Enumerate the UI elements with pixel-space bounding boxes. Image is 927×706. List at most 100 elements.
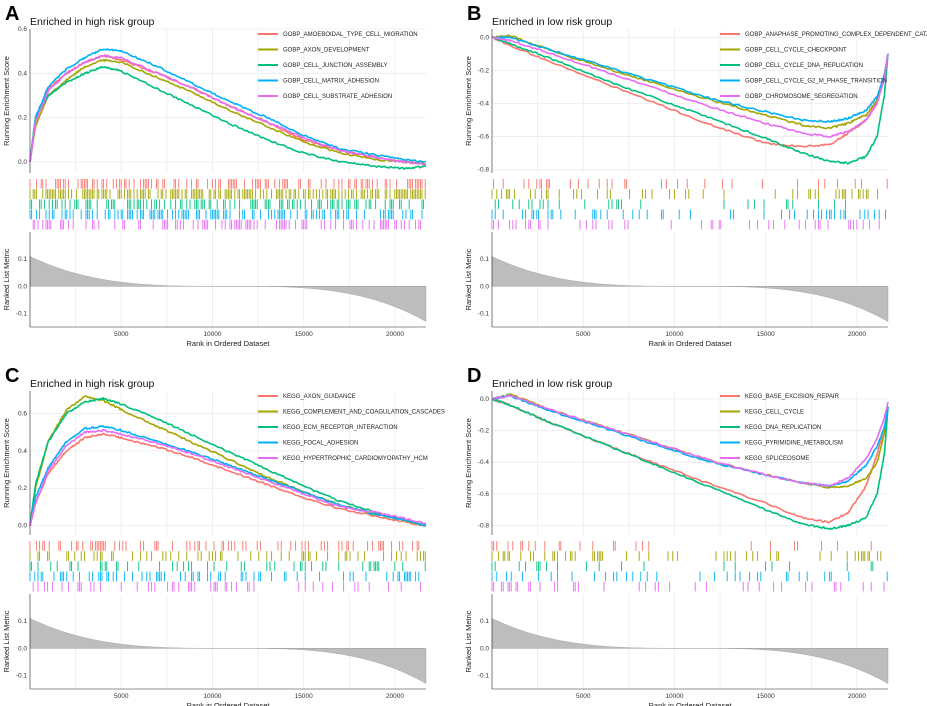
legend-label: KEGG_AXON_GUIDANCE: [283, 394, 356, 400]
enrichment-line-3: [29, 396, 427, 527]
x-tick-label: 10000: [665, 331, 683, 338]
enrichment-line-5: [491, 394, 889, 487]
gene-hit-band-1: [493, 179, 888, 189]
gene-hit-band-2: [491, 551, 882, 561]
panel-title: Enriched in low risk group: [492, 16, 612, 28]
gene-hit-band-1: [29, 541, 420, 551]
gene-hit-band-1: [491, 541, 872, 551]
enrichment-line-4: [29, 48, 427, 163]
gene-hit-band-2: [29, 551, 426, 561]
gene-hit-band-3: [29, 199, 425, 210]
legend-label: GOBP_CELL_JUNCTION_ASSEMBLY: [283, 63, 388, 69]
gene-hit-band-2: [29, 189, 426, 199]
metric-y-tick-label: 0.0: [480, 283, 489, 290]
y-axis-label: Running Enrichment Score: [464, 418, 473, 508]
legend-label: GOBP_AXON_DEVELOPMENT: [283, 48, 370, 54]
legend-label: KEGG_PYRIMIDINE_METABOLISM: [745, 441, 843, 447]
legend-label: GOBP_AMOEBOIDAL_TYPE_CELL_MIGRATION: [283, 32, 418, 38]
legend-label: GOBP_CELL_CYCLE_G2_M_PHASE_TRANSITION: [745, 79, 887, 85]
metric-y-axis-label: Ranked List Metric: [464, 248, 473, 310]
y-tick-label: -0.2: [478, 428, 490, 435]
gene-hit-band-4: [491, 209, 887, 220]
enrichment-line-5: [29, 428, 427, 527]
x-axis-label: Rank in Ordered Dataset: [187, 339, 271, 348]
x-tick-label: 20000: [848, 693, 866, 700]
panel-c: C Enriched in high risk group 0.0 0.2 0.4 0.6…: [2, 365, 445, 706]
legend-label: KEGG_BASE_EXCISION_REPAIR: [745, 394, 840, 400]
metric-y-axis-label: Ranked List Metric: [2, 248, 11, 310]
legend-label: GOBP_CELL_CYCLE_CHECKPOINT: [745, 48, 847, 54]
gene-hit-band-3: [494, 199, 847, 210]
enrichment-line-4: [491, 35, 889, 123]
metric-y-tick-label: 0.0: [18, 283, 27, 290]
gene-hit-band-1: [29, 179, 426, 189]
metric-y-tick-label: 0.1: [18, 618, 27, 625]
ranked-metric-area: [29, 256, 427, 322]
x-tick-label: 20000: [848, 331, 866, 338]
enrichment-line-3: [491, 36, 889, 165]
gene-hit-band-2: [491, 189, 879, 199]
ranked-metric-area: [29, 618, 427, 684]
x-tick-label: 10000: [203, 331, 221, 338]
gene-hit-band-5: [491, 581, 885, 592]
x-tick-label: 5000: [576, 331, 591, 338]
gene-hit-band-3: [491, 561, 874, 572]
x-tick-label: 10000: [203, 693, 221, 700]
y-tick-label: -0.4: [478, 459, 490, 466]
enrichment-line-3: [491, 398, 889, 530]
metric-y-tick-label: -0.1: [478, 310, 490, 317]
legend-label: GOBP_CELL_SUBSTRATE_ADHESION: [283, 94, 392, 100]
legend-label: KEGG_CELL_CYCLE: [745, 410, 804, 416]
y-tick-label: 0.0: [18, 523, 27, 530]
gene-hit-band-4: [29, 209, 423, 220]
metric-y-tick-label: -0.1: [16, 672, 28, 679]
y-tick-label: 0.6: [18, 26, 27, 33]
metric-y-tick-label: -0.1: [478, 672, 490, 679]
metric-y-tick-label: 0.0: [480, 645, 489, 652]
legend-label: GOBP_CELL_MATRIX_ADHESION: [283, 79, 379, 85]
x-tick-label: 5000: [114, 693, 129, 700]
x-tick-label: 15000: [295, 331, 313, 338]
panel-title: Enriched in high risk group: [30, 16, 154, 28]
metric-y-tick-label: 0.1: [18, 256, 27, 263]
enrichment-line-5: [491, 36, 889, 138]
y-tick-label: 0.0: [480, 396, 489, 403]
panel-label: D: [467, 365, 481, 387]
y-tick-label: -0.8: [478, 523, 490, 530]
gene-hit-band-4: [29, 571, 420, 582]
enrichment-line-3: [29, 65, 427, 170]
y-tick-label: -0.8: [478, 167, 490, 174]
legend-label: GOBP_ANAPHASE_PROMOTING_COMPLEX_DEPENDEN…: [745, 32, 927, 38]
y-tick-label: 0.4: [18, 448, 27, 455]
y-axis-label: Running Enrichment Score: [2, 56, 11, 146]
y-tick-label: -0.6: [478, 491, 490, 498]
ranked-metric-area: [491, 256, 889, 322]
y-tick-label: 0.2: [18, 115, 27, 122]
x-tick-label: 5000: [114, 331, 129, 338]
y-tick-label: 0.4: [18, 70, 27, 77]
metric-y-tick-label: 0.0: [18, 645, 27, 652]
panel-title: Enriched in low risk group: [492, 378, 612, 390]
panel-a: A Enriched in high risk group 0.0 0.2 0.4 0.6…: [2, 3, 427, 348]
enrichment-line-1: [491, 398, 889, 524]
y-axis-label: Running Enrichment Score: [464, 56, 473, 146]
y-tick-label: -0.4: [478, 100, 490, 107]
legend-label: KEGG_COMPLEMENT_AND_COAGULATION_CASCADES: [283, 410, 445, 416]
enrichment-line-4: [29, 424, 427, 527]
panel-d: D Enriched in low risk group0.0-0.2-0.4-0…: [464, 365, 889, 706]
metric-y-tick-label: -0.1: [16, 310, 28, 317]
legend-label: GOBP_CELL_CYCLE_DNA_REPLICATION: [745, 63, 863, 69]
y-tick-label: -0.2: [478, 67, 490, 74]
gene-hit-band-4: [491, 571, 888, 582]
gene-hit-band-5: [32, 581, 421, 592]
x-tick-label: 15000: [295, 693, 313, 700]
metric-y-tick-label: 0.1: [480, 618, 489, 625]
legend-label: KEGG_SPLICEOSOME: [745, 456, 809, 462]
enrichment-line-5: [29, 54, 427, 166]
gene-hit-band-5: [491, 219, 880, 230]
enrichment-line-1: [29, 432, 427, 527]
ranked-metric-area: [491, 618, 889, 684]
legend-label: KEGG_HYPERTROPHIC_CARDIOMYOPATHY_HCM: [283, 456, 428, 462]
enrichment-line-2: [29, 58, 427, 166]
